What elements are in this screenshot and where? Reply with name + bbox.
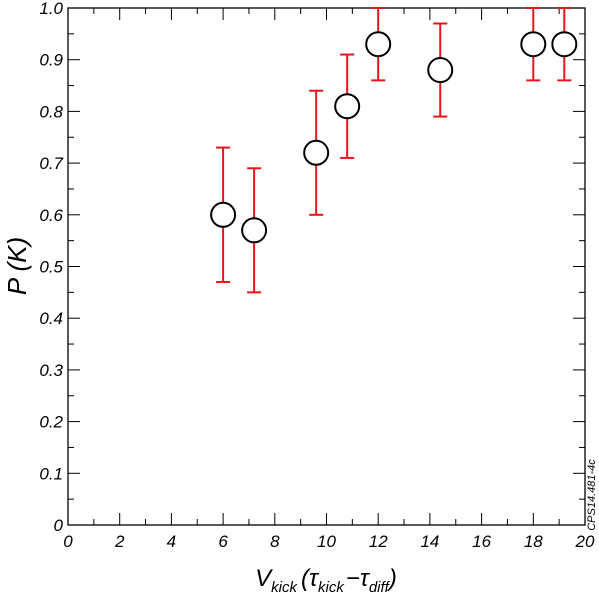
y-tick-label: 0.3 [39, 361, 63, 380]
x-axis-title: Vkick (τkick−τdiff) [255, 565, 397, 596]
y-tick-labels: 0 0.1 0.2 0.3 0.4 0.5 0.6 0.7 0.8 0.9 1.0 [39, 0, 63, 535]
data-point [520, 31, 547, 58]
data-point [334, 93, 361, 120]
error-bar [433, 22, 448, 118]
data-markers [210, 31, 578, 244]
y-tick-label: 0.9 [39, 51, 63, 70]
x-tick-label: 4 [167, 532, 176, 551]
y-tick-label: 0.5 [39, 258, 63, 277]
y-axis-title: P (K) [2, 237, 32, 295]
y-tick-label: 0 [54, 516, 64, 535]
error-bars [216, 7, 572, 294]
x-title-tau1-sub: kick [318, 579, 345, 596]
error-bar [526, 7, 541, 82]
y-tick-label: 0.4 [39, 309, 63, 328]
error-bar [371, 7, 386, 82]
data-point [427, 57, 454, 84]
error-bar [557, 7, 572, 82]
x-tick-label: 0 [63, 532, 73, 551]
x-tick-label: 10 [317, 532, 336, 551]
axis-ticks [67, 7, 586, 526]
y-tick-label: 0.2 [39, 413, 63, 432]
x-tick-labels: 0 2 4 6 8 10 12 14 16 18 20 [63, 532, 595, 551]
plot-frame [67, 7, 586, 526]
y-tick-label: 0.1 [39, 464, 63, 483]
x-tick-label: 14 [420, 532, 439, 551]
data-point [551, 31, 578, 58]
x-title-tau1: τ [309, 565, 320, 592]
data-point [210, 201, 237, 228]
x-tick-label: 16 [472, 532, 491, 551]
x-title-close: ) [386, 565, 397, 592]
x-title-main: V [255, 565, 273, 592]
x-tick-label: 18 [524, 532, 543, 551]
data-point [365, 31, 392, 58]
x-tick-label: 8 [270, 532, 280, 551]
error-bar [309, 89, 324, 216]
y-tick-label: 0.8 [39, 102, 63, 121]
x-tick-label: 12 [369, 532, 388, 551]
x-title-sub: kick [271, 579, 298, 596]
y-tick-label: 0.7 [39, 154, 63, 173]
x-title-minus: − [346, 565, 360, 592]
x-title-open: ( [301, 565, 312, 592]
error-bar [216, 146, 231, 284]
data-point [303, 139, 330, 166]
x-title-tau2-sub: diff [369, 579, 391, 596]
x-tick-label: 6 [218, 532, 228, 551]
error-bar [340, 53, 355, 159]
x-tick-label: 20 [575, 532, 595, 551]
side-note: CPS14.481-4c [586, 459, 598, 531]
data-point [241, 217, 268, 244]
y-tick-label: 0.6 [39, 206, 63, 225]
error-bar [247, 167, 262, 294]
y-tick-label: 1.0 [39, 0, 63, 18]
x-title-tau2: τ [360, 565, 371, 592]
x-tick-label: 2 [114, 532, 125, 551]
